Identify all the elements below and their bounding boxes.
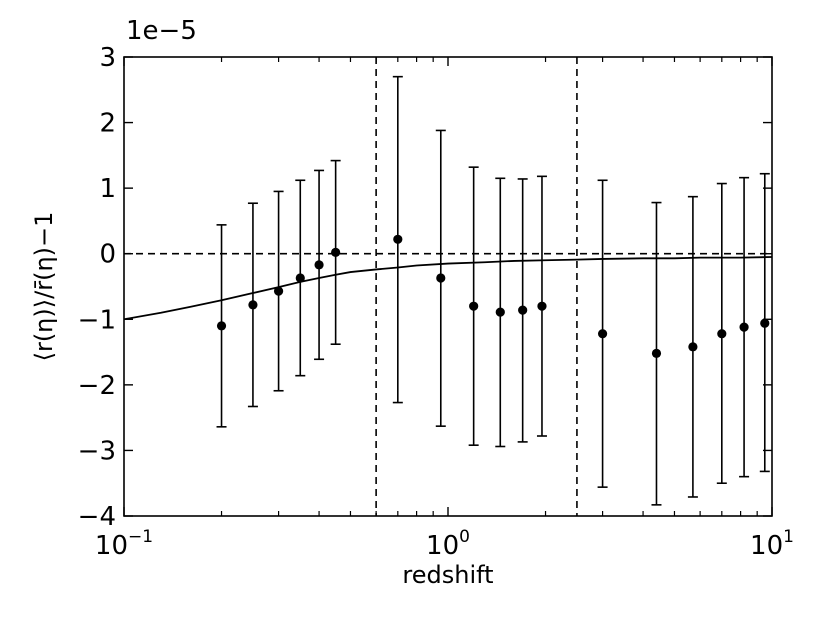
data-point-4 [295,273,305,283]
data-point-1 [216,321,227,331]
y-tick-label: −3 [78,436,116,466]
data-point-17 [739,322,749,332]
y-axis-label: ⟨r(η)⟩/r̄(η)−1 [30,212,58,362]
data-point-7 [393,234,403,244]
y-tick-label: 1 [99,174,116,204]
data-point-10 [495,307,505,317]
y-tick-label: 0 [99,240,116,270]
data-point-13 [597,329,608,339]
data-point-14 [651,348,662,358]
axis-text: −4 −3 −2 −1 0 1 2 3 10−1 100 101 1e−5 redshift ⟨r(η)⟩… [30,16,794,589]
y-tick-label: −1 [78,305,116,335]
model-curve [124,256,772,321]
data-point-9 [469,301,479,311]
data-point-6 [331,247,341,258]
data-point-11 [518,305,528,315]
data-point-2 [248,300,258,310]
data-point-16 [717,329,727,339]
axis-offset-text: 1e−5 [126,16,197,46]
x-tick-label: 101 [750,527,794,561]
data-point-18 [760,318,770,328]
data-point-5 [314,260,324,270]
data-point-12 [537,301,547,311]
data-point-15 [688,342,698,352]
data-point-3 [273,286,284,296]
data-point-8 [436,273,446,283]
x-axis-label: redshift [402,561,493,589]
x-tick-label: 100 [426,527,470,561]
y-tick-label: −2 [78,371,116,401]
y-tick-label: 2 [99,109,116,139]
y-tick-label: 3 [99,43,116,73]
plot-area [123,56,773,517]
x-tick-label: 10−1 [95,527,153,561]
y-tick-label: −4 [78,502,116,532]
